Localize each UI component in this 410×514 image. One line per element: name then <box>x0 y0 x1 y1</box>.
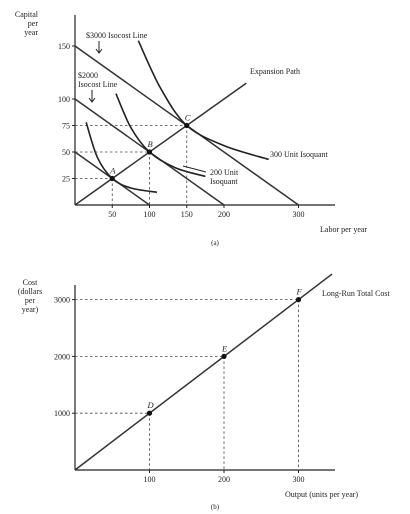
point-label-C: C <box>185 113 191 123</box>
chart-a-ylabel-line-0: Capital <box>15 10 39 19</box>
chart-b-ylabel-line-3: year) <box>22 305 39 314</box>
chart-a: 50 100 150 200 300 25 50 75 100 150 Capitalperyear… <box>15 10 368 247</box>
isocost-2000-label-line-1: Isocost Line <box>78 80 118 89</box>
chart-a-y-tick-label: 50 <box>62 148 70 157</box>
chart-b-y-tick-label: 1000 <box>54 409 70 418</box>
chart-b-ylabel-line-2: per <box>25 296 36 305</box>
chart-a-y-tick-label: 25 <box>62 175 70 184</box>
isoquant-200-label-line-0: 200 Unit <box>210 168 239 177</box>
chart-a-xlabel: Labor per year <box>320 225 367 234</box>
point-C <box>184 122 190 129</box>
chart-a-x-tick-label: 100 <box>144 210 156 219</box>
chart-b-caption: (b) <box>211 503 220 511</box>
point-label-F: F <box>296 287 303 297</box>
point-D <box>146 410 153 416</box>
chart-a-caption: (a) <box>211 239 219 247</box>
chart-a-x-tick-label: 200 <box>218 210 230 219</box>
expansion-path-label: Expansion Path <box>250 67 300 76</box>
point-label-E: E <box>221 343 228 353</box>
expansion-path <box>74 82 247 206</box>
chart-b: 100 200 300 1000 2000 3000 Cost(dollarsperyear… <box>18 273 391 511</box>
chart-a-ylabel-line-2: year <box>24 28 38 37</box>
chart-a-y-tick-label: 100 <box>58 95 70 104</box>
chart-b-y-tick-label: 2000 <box>54 352 70 361</box>
point-E <box>221 353 227 359</box>
chart-b-x-tick-label: 100 <box>144 475 156 484</box>
point-B <box>146 149 153 155</box>
long-run-total-cost-line <box>74 273 333 471</box>
chart-b-xlabel: Output (units per year) <box>285 490 358 499</box>
point-label-D: D <box>147 400 155 410</box>
point-label-B: B <box>148 139 153 149</box>
isocost-3000-label: $3000 Isocost Line <box>86 31 148 40</box>
isocost-2000-label-line-0: $2000 <box>78 71 98 80</box>
point-A <box>109 175 115 182</box>
chart-a-y-tick-label: 75 <box>62 122 70 131</box>
chart-a-y-tick-label: 150 <box>58 42 70 51</box>
chart-a-x-tick-label: 300 <box>293 210 305 219</box>
point-F <box>295 297 302 303</box>
point-label-A: A <box>109 166 116 176</box>
chart-b-ylabel-line-0: Cost <box>23 278 38 287</box>
isoquant-300-label: 300 Unit Isoquant <box>270 150 329 159</box>
chart-a-x-tick-label: 50 <box>108 210 116 219</box>
chart-a-x-tick-label: 150 <box>181 210 193 219</box>
isocost-2000-arrow-head <box>88 97 96 103</box>
chart-b-x-tick-label: 200 <box>218 475 230 484</box>
chart-b-y-tick-label: 3000 <box>54 296 70 305</box>
chart-b-ylabel-line-1: (dollars <box>18 287 42 296</box>
isoquant-200-label-line-1: Isoquant <box>210 177 238 186</box>
isocost-3000-arrow-head <box>95 48 103 54</box>
chart-a-ylabel-line-1: per <box>28 19 39 28</box>
isoquant-2 <box>137 40 269 161</box>
chart-b-x-tick-label: 300 <box>293 475 305 484</box>
long-run-total-cost-label: Long-Run Total Cost <box>322 289 391 298</box>
